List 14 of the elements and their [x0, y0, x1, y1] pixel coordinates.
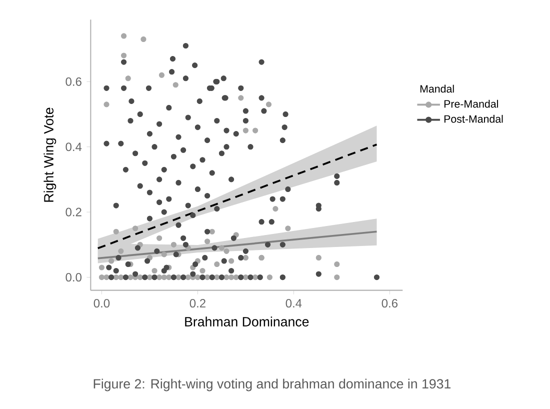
y-tick-label: 0.2 — [66, 208, 82, 216]
y-tick-label: 0.0 — [66, 273, 82, 282]
y-tick-label: 0.4 — [66, 142, 82, 152]
legend-label: Pre-Mandal — [444, 100, 498, 108]
caption: Figure 2: Right-wing voting and brahman dominance in 1931 — [94, 378, 451, 392]
x-tick-label: 0.2 — [190, 299, 206, 308]
legend-label: Post-Mandal — [444, 114, 503, 123]
legend-title: Mandal — [420, 84, 454, 93]
x-tick-label: 0.0 — [94, 299, 110, 308]
y-axis-title: Right Wing Vote — [44, 108, 56, 202]
x-tick-label: 0.4 — [286, 299, 302, 308]
x-axis-title: Brahman Dominance — [185, 316, 309, 326]
x-tick-label: 0.6 — [382, 299, 398, 308]
y-tick-label: 0.6 — [66, 77, 82, 86]
